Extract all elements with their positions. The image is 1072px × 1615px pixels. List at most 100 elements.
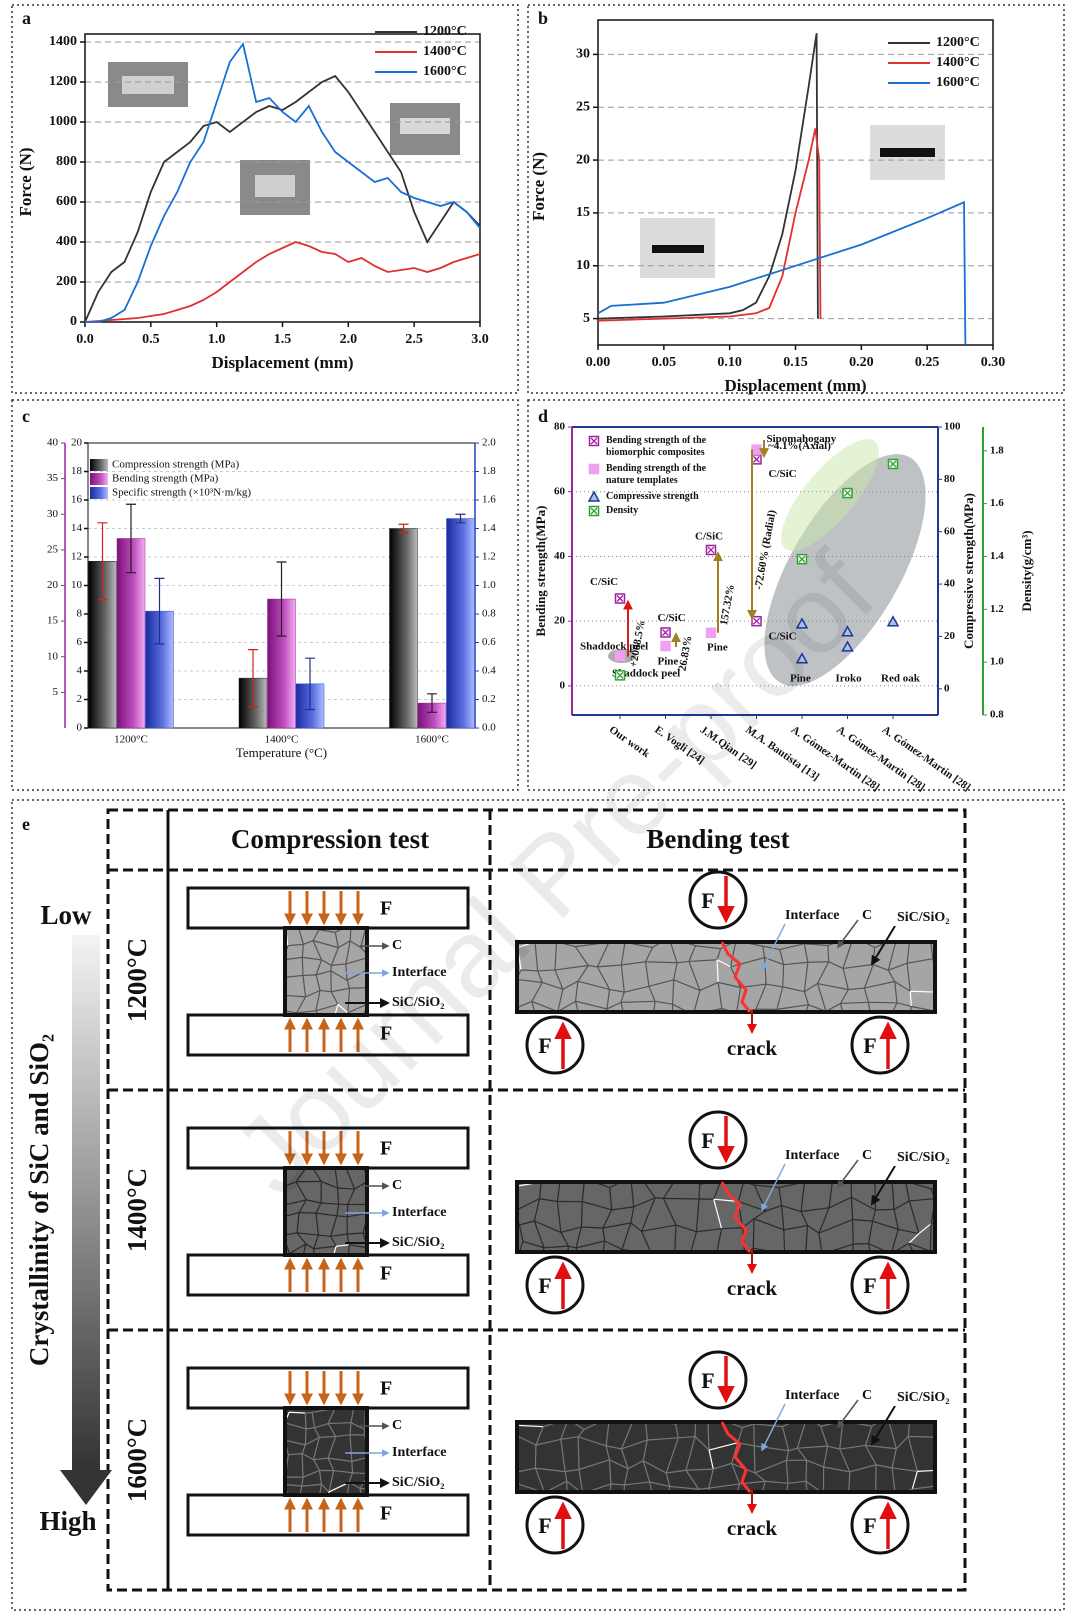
y3-tick-label: 0.8 — [990, 709, 1004, 721]
gradient-arrow — [72, 935, 100, 1470]
y-tick-label: 600 — [56, 194, 77, 209]
platen — [188, 1255, 468, 1295]
panel-label: a — [22, 8, 31, 28]
panel-label: c — [22, 406, 30, 426]
load-point — [852, 1497, 908, 1553]
crack-label: crack — [727, 1036, 777, 1060]
point-label: C/SiC — [769, 468, 797, 480]
y-axis-label: Bending strength(MPa) — [533, 506, 548, 637]
component-label: C — [862, 1388, 872, 1403]
y-tick-label: 30 — [576, 47, 590, 62]
component-label: SiC/SiO₂ — [897, 1390, 949, 1405]
bar — [390, 529, 418, 729]
row-label: 1400°C — [122, 1168, 152, 1252]
y-tick-label: 1400 — [49, 34, 77, 49]
y2-tick-label: 1.0 — [482, 579, 496, 591]
y2-tick-label: 0.0 — [482, 722, 496, 734]
marker — [707, 545, 716, 554]
component-label: Interface — [392, 1205, 446, 1220]
component-label: C — [862, 908, 872, 923]
y2-tick-label: 1.2 — [482, 551, 496, 563]
y-tick-label: 1200 — [49, 74, 77, 89]
y-tick-label: 16 — [71, 494, 83, 506]
annotation: Shaddock peel — [580, 641, 648, 653]
force-label: F — [380, 1263, 392, 1285]
y-tick-label: 25 — [576, 99, 590, 114]
force-label: F — [538, 1033, 551, 1058]
point-label: C/SiC — [658, 612, 686, 624]
marker-shape — [616, 651, 625, 660]
x-tick-label: 1200°C — [114, 734, 148, 746]
column-header: Compression test — [231, 824, 429, 854]
x-tick-label: 0.5 — [142, 332, 160, 347]
y-axis-label: Force (N) — [16, 147, 35, 216]
legend-label: 1200°C — [936, 35, 980, 50]
component-label: Interface — [785, 908, 839, 923]
y2-tick-label: 0.2 — [482, 693, 496, 705]
y2-tick-label: 100 — [944, 421, 961, 433]
x-tick-label: 1600°C — [415, 734, 449, 746]
photo — [652, 245, 704, 253]
force-label: F — [380, 1503, 392, 1525]
marker — [590, 437, 599, 446]
force-label: F — [863, 1033, 876, 1058]
y3-tick-label: 1.0 — [990, 656, 1004, 668]
component-label: SiC/SiO₂ — [897, 1150, 949, 1165]
y-tick-label: 6 — [77, 636, 83, 648]
legend-swatch — [90, 473, 108, 485]
load-point — [527, 1257, 583, 1313]
y-axis-label: Force (N) — [529, 152, 548, 221]
y-tick-label: 1000 — [49, 114, 77, 129]
marker — [889, 459, 898, 468]
x-tick-label: 0.15 — [783, 355, 808, 370]
point-label: Red oak — [881, 673, 921, 685]
force-label: F — [380, 1378, 392, 1400]
marker — [590, 465, 599, 474]
y3-tick-label: 5 — [53, 686, 59, 698]
row-label: 1200°C — [122, 938, 152, 1022]
legend-swatch — [90, 459, 108, 471]
y3-tick-label: 1.8 — [990, 444, 1004, 456]
force-label: F — [863, 1513, 876, 1538]
component-label: C — [862, 1148, 872, 1163]
y-tick-label: 0 — [560, 679, 566, 691]
y-tick-label: 15 — [576, 205, 590, 220]
crack-label: crack — [727, 1276, 777, 1300]
y2-tick-label: 1.6 — [482, 494, 496, 506]
y3-tick-label: 1.4 — [990, 550, 1004, 562]
y-tick-label: 40 — [554, 550, 566, 562]
x-tick-label: 2.0 — [340, 332, 358, 347]
force-label: F — [538, 1273, 551, 1298]
marker — [752, 445, 761, 454]
legend-label: 1200°C — [423, 24, 467, 39]
y3-tick-label: 20 — [47, 579, 59, 591]
x-tick-label: 1.5 — [274, 332, 292, 347]
y2-tick-label: 2.0 — [482, 437, 496, 449]
y2-tick-label: 0.8 — [482, 608, 496, 620]
figure: a02004006008001000120014000.00.51.01.52.… — [0, 0, 1072, 1615]
legend-label: 1600°C — [423, 64, 467, 79]
y-tick-label: 20 — [71, 437, 83, 449]
load-point — [852, 1257, 908, 1313]
y-tick-label: 0 — [77, 722, 83, 734]
marker — [616, 651, 625, 660]
y2-tick-label: 0.4 — [482, 665, 496, 677]
legend-label: Specific strength (×10³N·m/kg) — [112, 487, 251, 499]
x-tick-label: 3.0 — [471, 332, 489, 347]
marker-shape — [661, 642, 670, 651]
load-point — [852, 1017, 908, 1073]
x-axis-label: Temperature (°C) — [236, 745, 327, 760]
y2-tick-label: 1.8 — [482, 465, 496, 477]
load-point — [690, 1352, 746, 1408]
marker — [616, 671, 625, 680]
y-tick-label: 18 — [71, 465, 83, 477]
component-label: SiC/SiO₂ — [897, 910, 949, 925]
x-tick-label: 0.0 — [76, 332, 94, 347]
force-label: F — [380, 1138, 392, 1160]
force-label: F — [701, 1368, 714, 1393]
y-tick-label: 12 — [71, 551, 82, 563]
legend-label: Compressive strength — [606, 491, 699, 502]
y3-tick-label: 25 — [47, 543, 59, 555]
legend-label: 1400°C — [423, 44, 467, 59]
x-tick-label: 0.00 — [586, 355, 611, 370]
